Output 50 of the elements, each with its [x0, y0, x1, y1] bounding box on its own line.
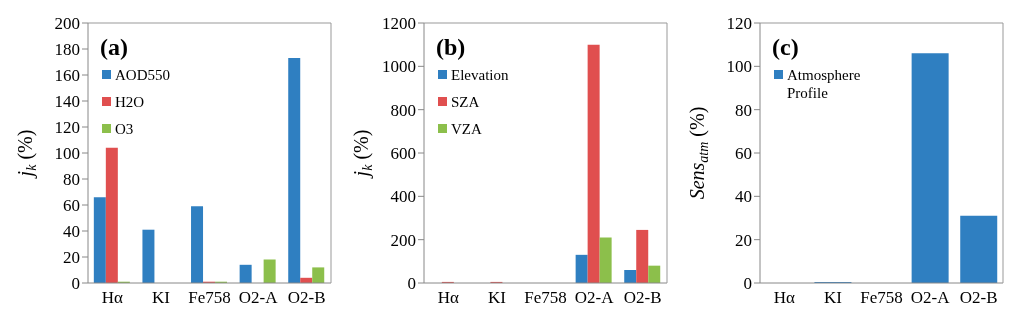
- y-tick-label: 100: [54, 144, 80, 164]
- x-tick-label: Hα: [437, 288, 459, 308]
- y-tick-label: 80: [735, 100, 752, 120]
- legend-label: Elevation: [451, 66, 509, 84]
- text: (c): [772, 34, 799, 61]
- legend-label: AOD550: [115, 66, 170, 84]
- x-tick-label: KI: [823, 288, 843, 308]
- x-tick-label: O2-B: [623, 288, 662, 308]
- x-tick-label: O2-B: [959, 288, 998, 308]
- x-tick-label: KI: [151, 288, 171, 308]
- chart-title: (a): [100, 34, 128, 61]
- y-tick-label: 1200: [382, 14, 416, 34]
- y-tick-label: 600: [390, 144, 416, 164]
- y-tick-label: 120: [726, 14, 752, 34]
- y-tick-label: 40: [735, 187, 752, 207]
- y-tick-label: 80: [63, 170, 80, 190]
- x-tick-label: Fe758: [860, 288, 903, 308]
- legend-label: Atmosphere Profile: [787, 66, 862, 102]
- x-tick-label: Fe758: [524, 288, 567, 308]
- y-tick-label: 200: [54, 14, 80, 34]
- y-tick-label: 400: [390, 187, 416, 207]
- y-tick-label: 160: [54, 66, 80, 86]
- y-tick-label: 0: [407, 274, 416, 294]
- legend-label: O3: [115, 120, 134, 138]
- legend-label: H2O: [115, 93, 145, 111]
- y-tick-label: 0: [743, 274, 752, 294]
- y-tick-label: 20: [63, 248, 80, 268]
- y-tick-label: 0: [71, 274, 80, 294]
- x-tick-label: Hα: [773, 288, 795, 308]
- x-tick-label: O2-B: [287, 288, 326, 308]
- legend-label: VZA: [451, 120, 482, 138]
- y-tick-label: 180: [54, 40, 80, 60]
- x-tick-label: Hα: [101, 288, 123, 308]
- x-tick-label: Fe758: [188, 288, 231, 308]
- text: (b): [436, 34, 466, 61]
- y-tick-label: 800: [390, 100, 416, 120]
- legend-label: SZA: [451, 93, 480, 111]
- y-tick-label: 60: [63, 196, 80, 216]
- x-tick-label: O2-A: [574, 288, 615, 308]
- x-tick-label: KI: [487, 288, 507, 308]
- x-tick-label: O2-A: [238, 288, 279, 308]
- y-tick-label: 140: [54, 92, 80, 112]
- y-tick-label: 60: [735, 144, 752, 164]
- y-tick-label: 100: [726, 57, 752, 77]
- y-tick-label: 120: [54, 118, 80, 138]
- y-tick-label: 200: [390, 230, 416, 250]
- y-tick-label: 1000: [382, 57, 416, 77]
- y-tick-label: 40: [63, 222, 80, 242]
- x-tick-label: O2-A: [910, 288, 951, 308]
- y-tick-label: 20: [735, 230, 752, 250]
